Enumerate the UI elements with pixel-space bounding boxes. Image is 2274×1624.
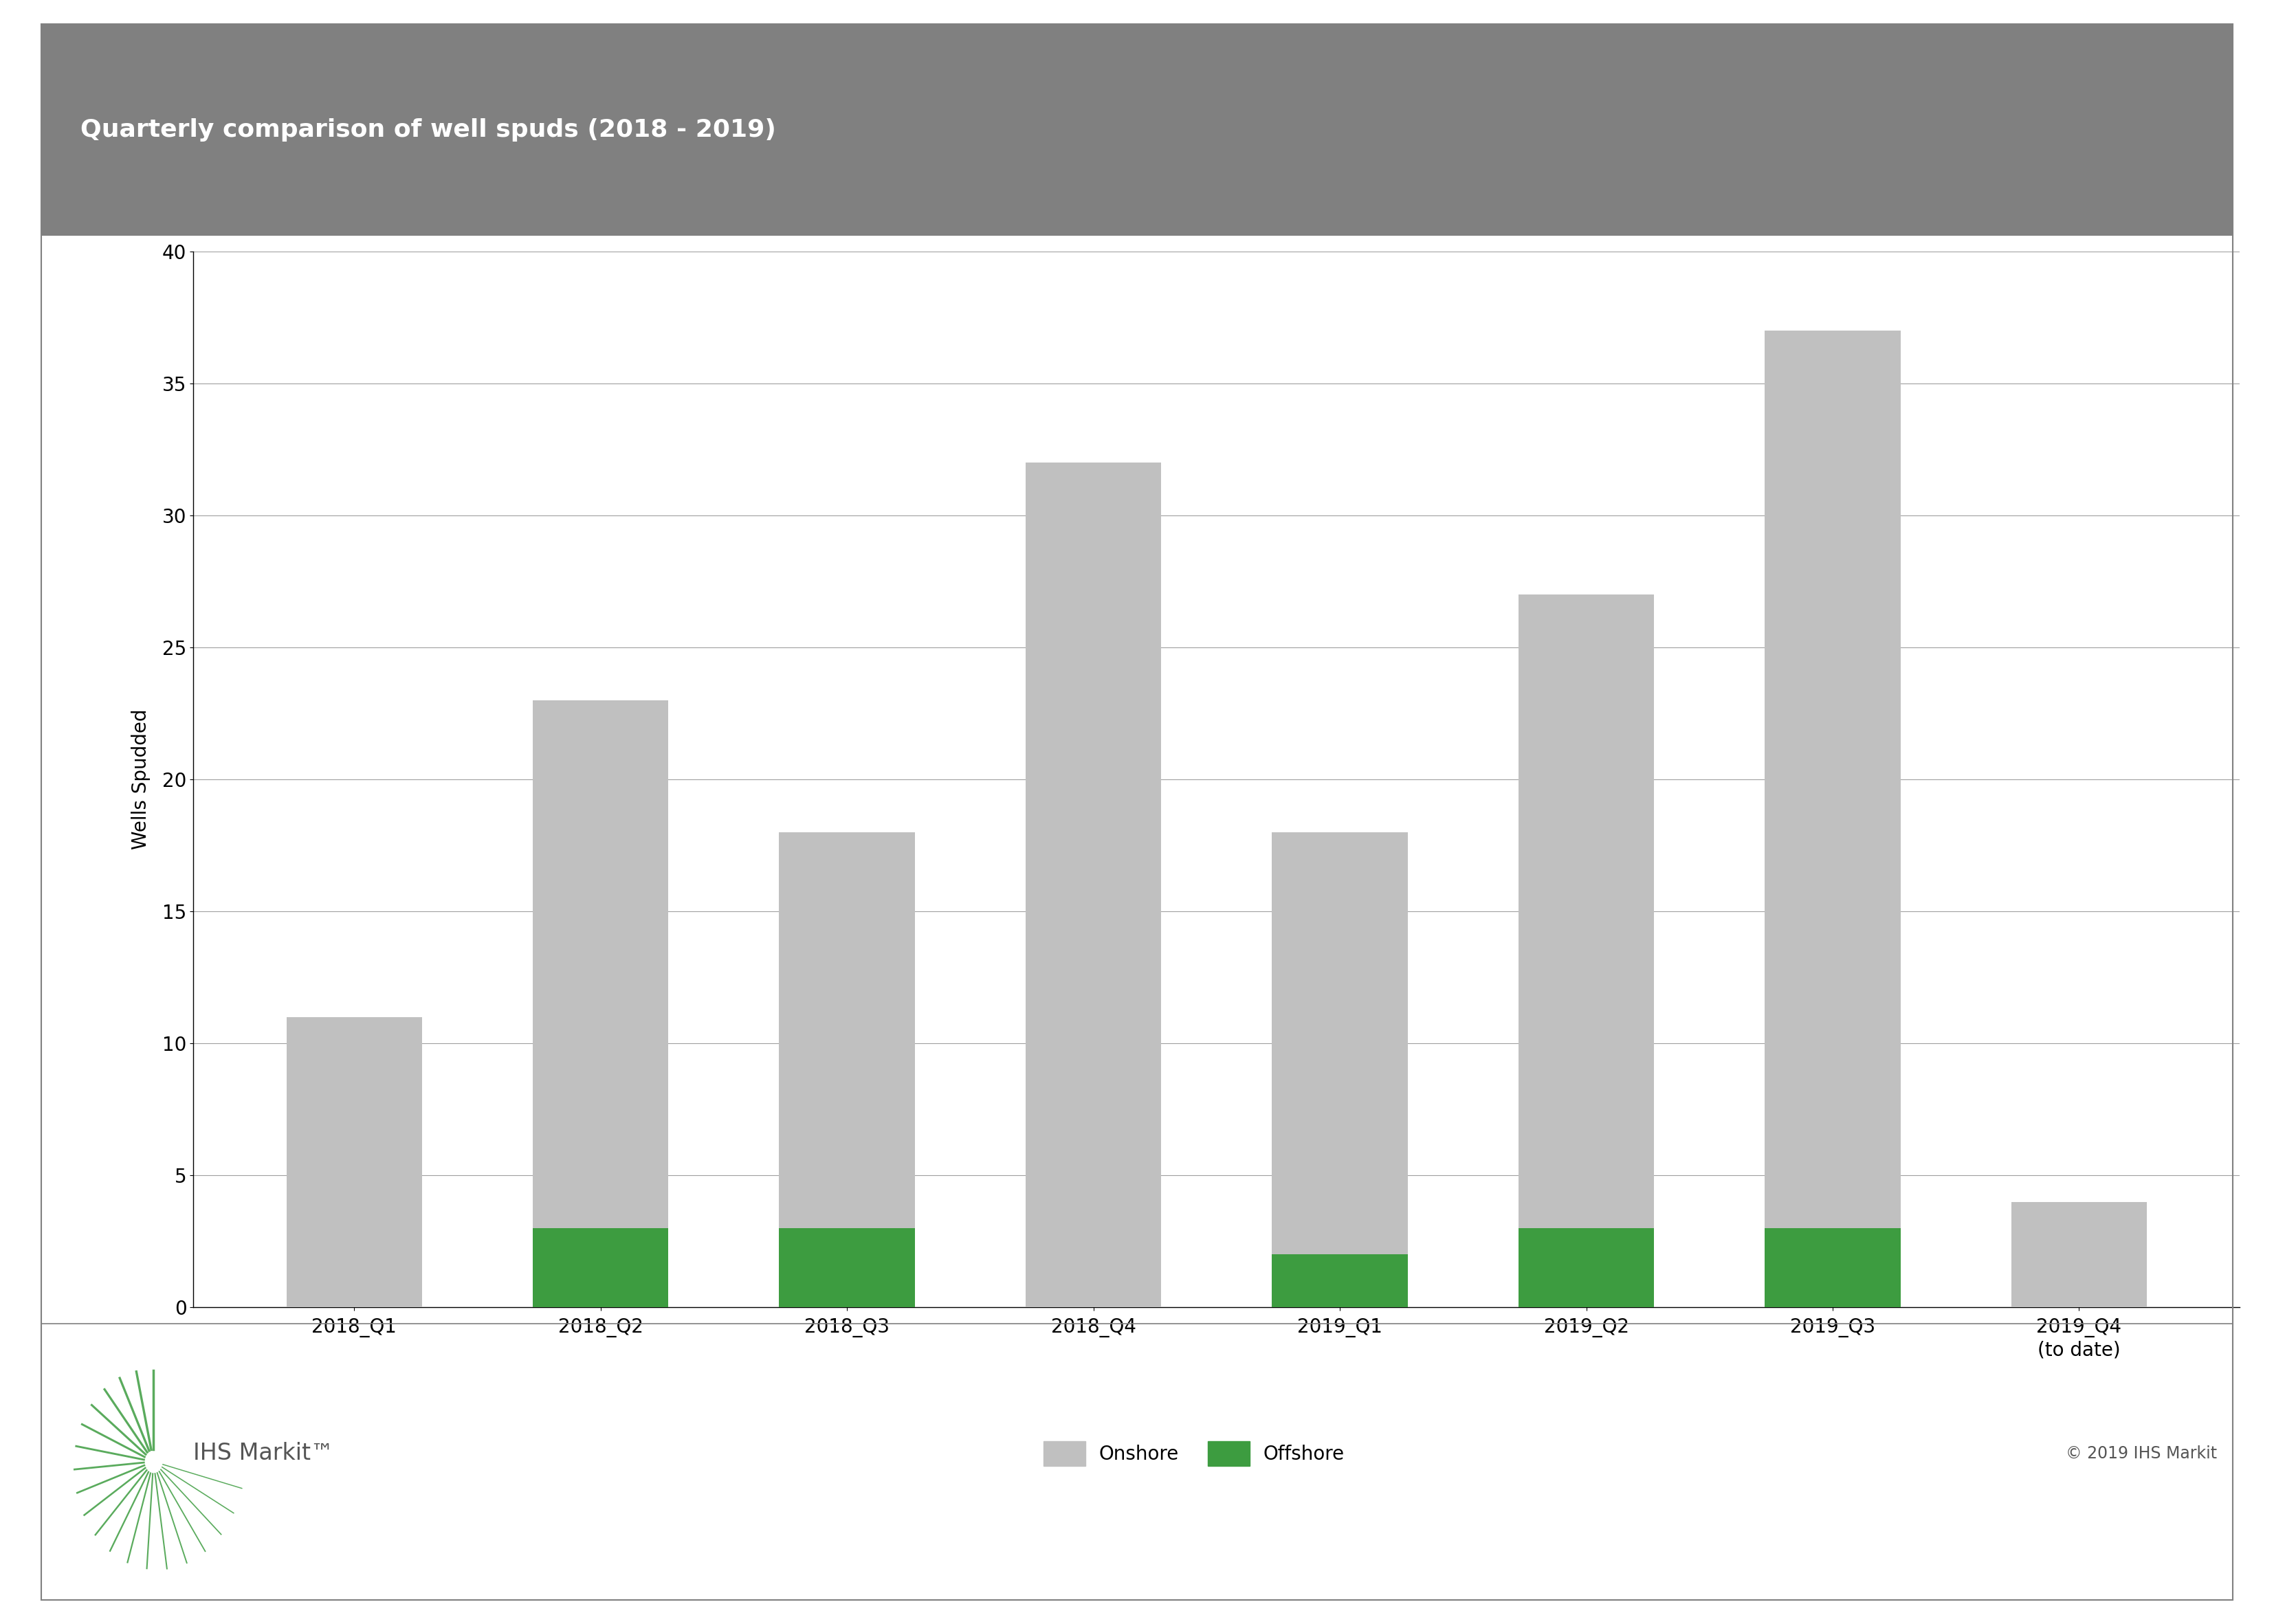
Bar — [1765, 1228, 1901, 1307]
Text: © 2019 IHS Markit: © 2019 IHS Markit — [2065, 1445, 2217, 1462]
Y-axis label: Wells Spudded: Wells Spudded — [132, 710, 150, 849]
Bar — [532, 700, 669, 1228]
Bar — [1765, 331, 1901, 1228]
Bar — [2010, 1202, 2147, 1307]
Bar — [532, 1228, 669, 1307]
Bar — [1271, 1254, 1408, 1307]
Bar — [1271, 831, 1408, 1254]
Bar — [780, 1228, 914, 1307]
Legend: Onshore, Offshore: Onshore, Offshore — [1037, 1434, 1351, 1473]
X-axis label: Date: Date — [1194, 1371, 1239, 1390]
Bar — [780, 831, 914, 1228]
Text: Quarterly comparison of well spuds (2018 - 2019): Quarterly comparison of well spuds (2018… — [80, 119, 775, 141]
Bar — [1026, 463, 1162, 1307]
Text: IHS Markit™: IHS Markit™ — [193, 1442, 334, 1465]
Bar — [1519, 1228, 1653, 1307]
Bar — [287, 1017, 423, 1307]
Bar — [1519, 594, 1653, 1228]
